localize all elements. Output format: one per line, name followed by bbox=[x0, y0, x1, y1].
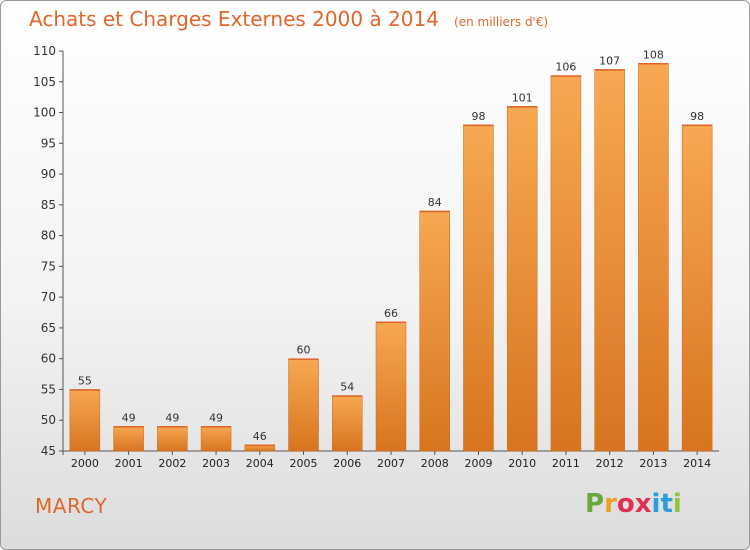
y-tick-label: 50 bbox=[41, 413, 56, 427]
y-tick-label: 65 bbox=[41, 321, 56, 335]
y-tick-label: 85 bbox=[41, 198, 56, 212]
value-label-2004: 46 bbox=[253, 430, 267, 443]
bar-2007 bbox=[375, 321, 407, 452]
bar-2009 bbox=[463, 124, 494, 452]
logo-letter: x bbox=[634, 489, 652, 519]
chart-title-main: Achats et Charges Externes 2000 à 2014 bbox=[29, 7, 439, 31]
bar-2013 bbox=[638, 63, 669, 452]
x-tick-label-2012: 2012 bbox=[596, 457, 624, 470]
y-tick-label: 60 bbox=[41, 352, 56, 366]
proxiti-logo: Proxiti bbox=[585, 489, 682, 519]
y-tick-label: 55 bbox=[41, 382, 56, 396]
x-tick-label-2005: 2005 bbox=[290, 457, 318, 470]
bar-2005 bbox=[288, 358, 319, 452]
value-label-2008: 84 bbox=[428, 196, 442, 209]
x-tick-label-2007: 2007 bbox=[377, 457, 405, 470]
logo-letter: t bbox=[660, 489, 673, 519]
logo-letter: P bbox=[585, 489, 605, 519]
y-tick-label: 45 bbox=[41, 444, 56, 458]
bar-2014 bbox=[681, 124, 713, 452]
y-tick-label: 110 bbox=[33, 44, 56, 58]
value-label-2006: 54 bbox=[340, 381, 354, 394]
value-label-2011: 106 bbox=[555, 61, 576, 74]
bar-2002 bbox=[157, 426, 188, 452]
bar-2008 bbox=[419, 210, 450, 452]
bar-2003 bbox=[200, 426, 232, 452]
x-tick-label-2002: 2002 bbox=[158, 457, 186, 470]
logo-letter: i bbox=[672, 489, 682, 519]
bar-2011 bbox=[550, 75, 582, 452]
value-label-2012: 107 bbox=[599, 54, 620, 67]
value-label-2001: 49 bbox=[122, 411, 136, 424]
x-tick-label-2010: 2010 bbox=[508, 457, 536, 470]
logo-letter: o bbox=[616, 489, 635, 519]
chart-bars bbox=[69, 63, 713, 452]
logo-letter: r bbox=[604, 489, 617, 519]
x-tick-label-2013: 2013 bbox=[639, 457, 667, 470]
x-tick-label-2000: 2000 bbox=[71, 457, 99, 470]
y-tick-label: 90 bbox=[41, 167, 56, 181]
value-label-2010: 101 bbox=[512, 91, 533, 104]
bar-2001 bbox=[113, 426, 144, 452]
chart-axes: 45 50 55 60 65 70 75 80 85 90 95 100 105 110 2000 2001 2… bbox=[33, 44, 719, 470]
bar-2000 bbox=[69, 389, 101, 452]
x-tick-label-2004: 2004 bbox=[246, 457, 274, 470]
chart-value-labels: 55 49 49 49 46 60 54 66 84 98 101 106 107 108 98 bbox=[78, 48, 704, 443]
value-label-2000: 55 bbox=[78, 374, 92, 387]
commune-name: MARCY bbox=[35, 494, 108, 518]
x-tick-label-2006: 2006 bbox=[333, 457, 361, 470]
x-tick-label-2014: 2014 bbox=[683, 457, 711, 470]
x-tick-label-2011: 2011 bbox=[552, 457, 580, 470]
bar-2012 bbox=[594, 69, 625, 452]
y-tick-label: 80 bbox=[41, 229, 56, 243]
x-tick-label-2009: 2009 bbox=[464, 457, 492, 470]
value-label-2014: 98 bbox=[690, 110, 704, 123]
y-tick-label: 105 bbox=[33, 75, 56, 89]
chart-title: Achats et Charges Externes 2000 à 2014 (… bbox=[29, 7, 548, 31]
value-label-2009: 98 bbox=[471, 110, 485, 123]
chart-title-unit: (en milliers d'€) bbox=[454, 15, 549, 29]
x-tick-label-2003: 2003 bbox=[202, 457, 230, 470]
value-label-2003: 49 bbox=[209, 411, 223, 424]
value-label-2002: 49 bbox=[165, 411, 179, 424]
logo-letter: i bbox=[651, 489, 661, 519]
value-label-2007: 66 bbox=[384, 307, 398, 320]
value-label-2013: 108 bbox=[643, 48, 664, 61]
y-tick-label: 70 bbox=[41, 290, 56, 304]
y-tick-label: 75 bbox=[41, 259, 56, 273]
x-tick-label-2008: 2008 bbox=[421, 457, 449, 470]
y-tick-label: 100 bbox=[33, 106, 56, 120]
bar-2006 bbox=[332, 395, 363, 452]
value-label-2005: 60 bbox=[297, 344, 311, 357]
x-tick-label-2001: 2001 bbox=[115, 457, 143, 470]
bar-2010 bbox=[506, 106, 538, 452]
y-tick-label: 95 bbox=[41, 136, 56, 150]
